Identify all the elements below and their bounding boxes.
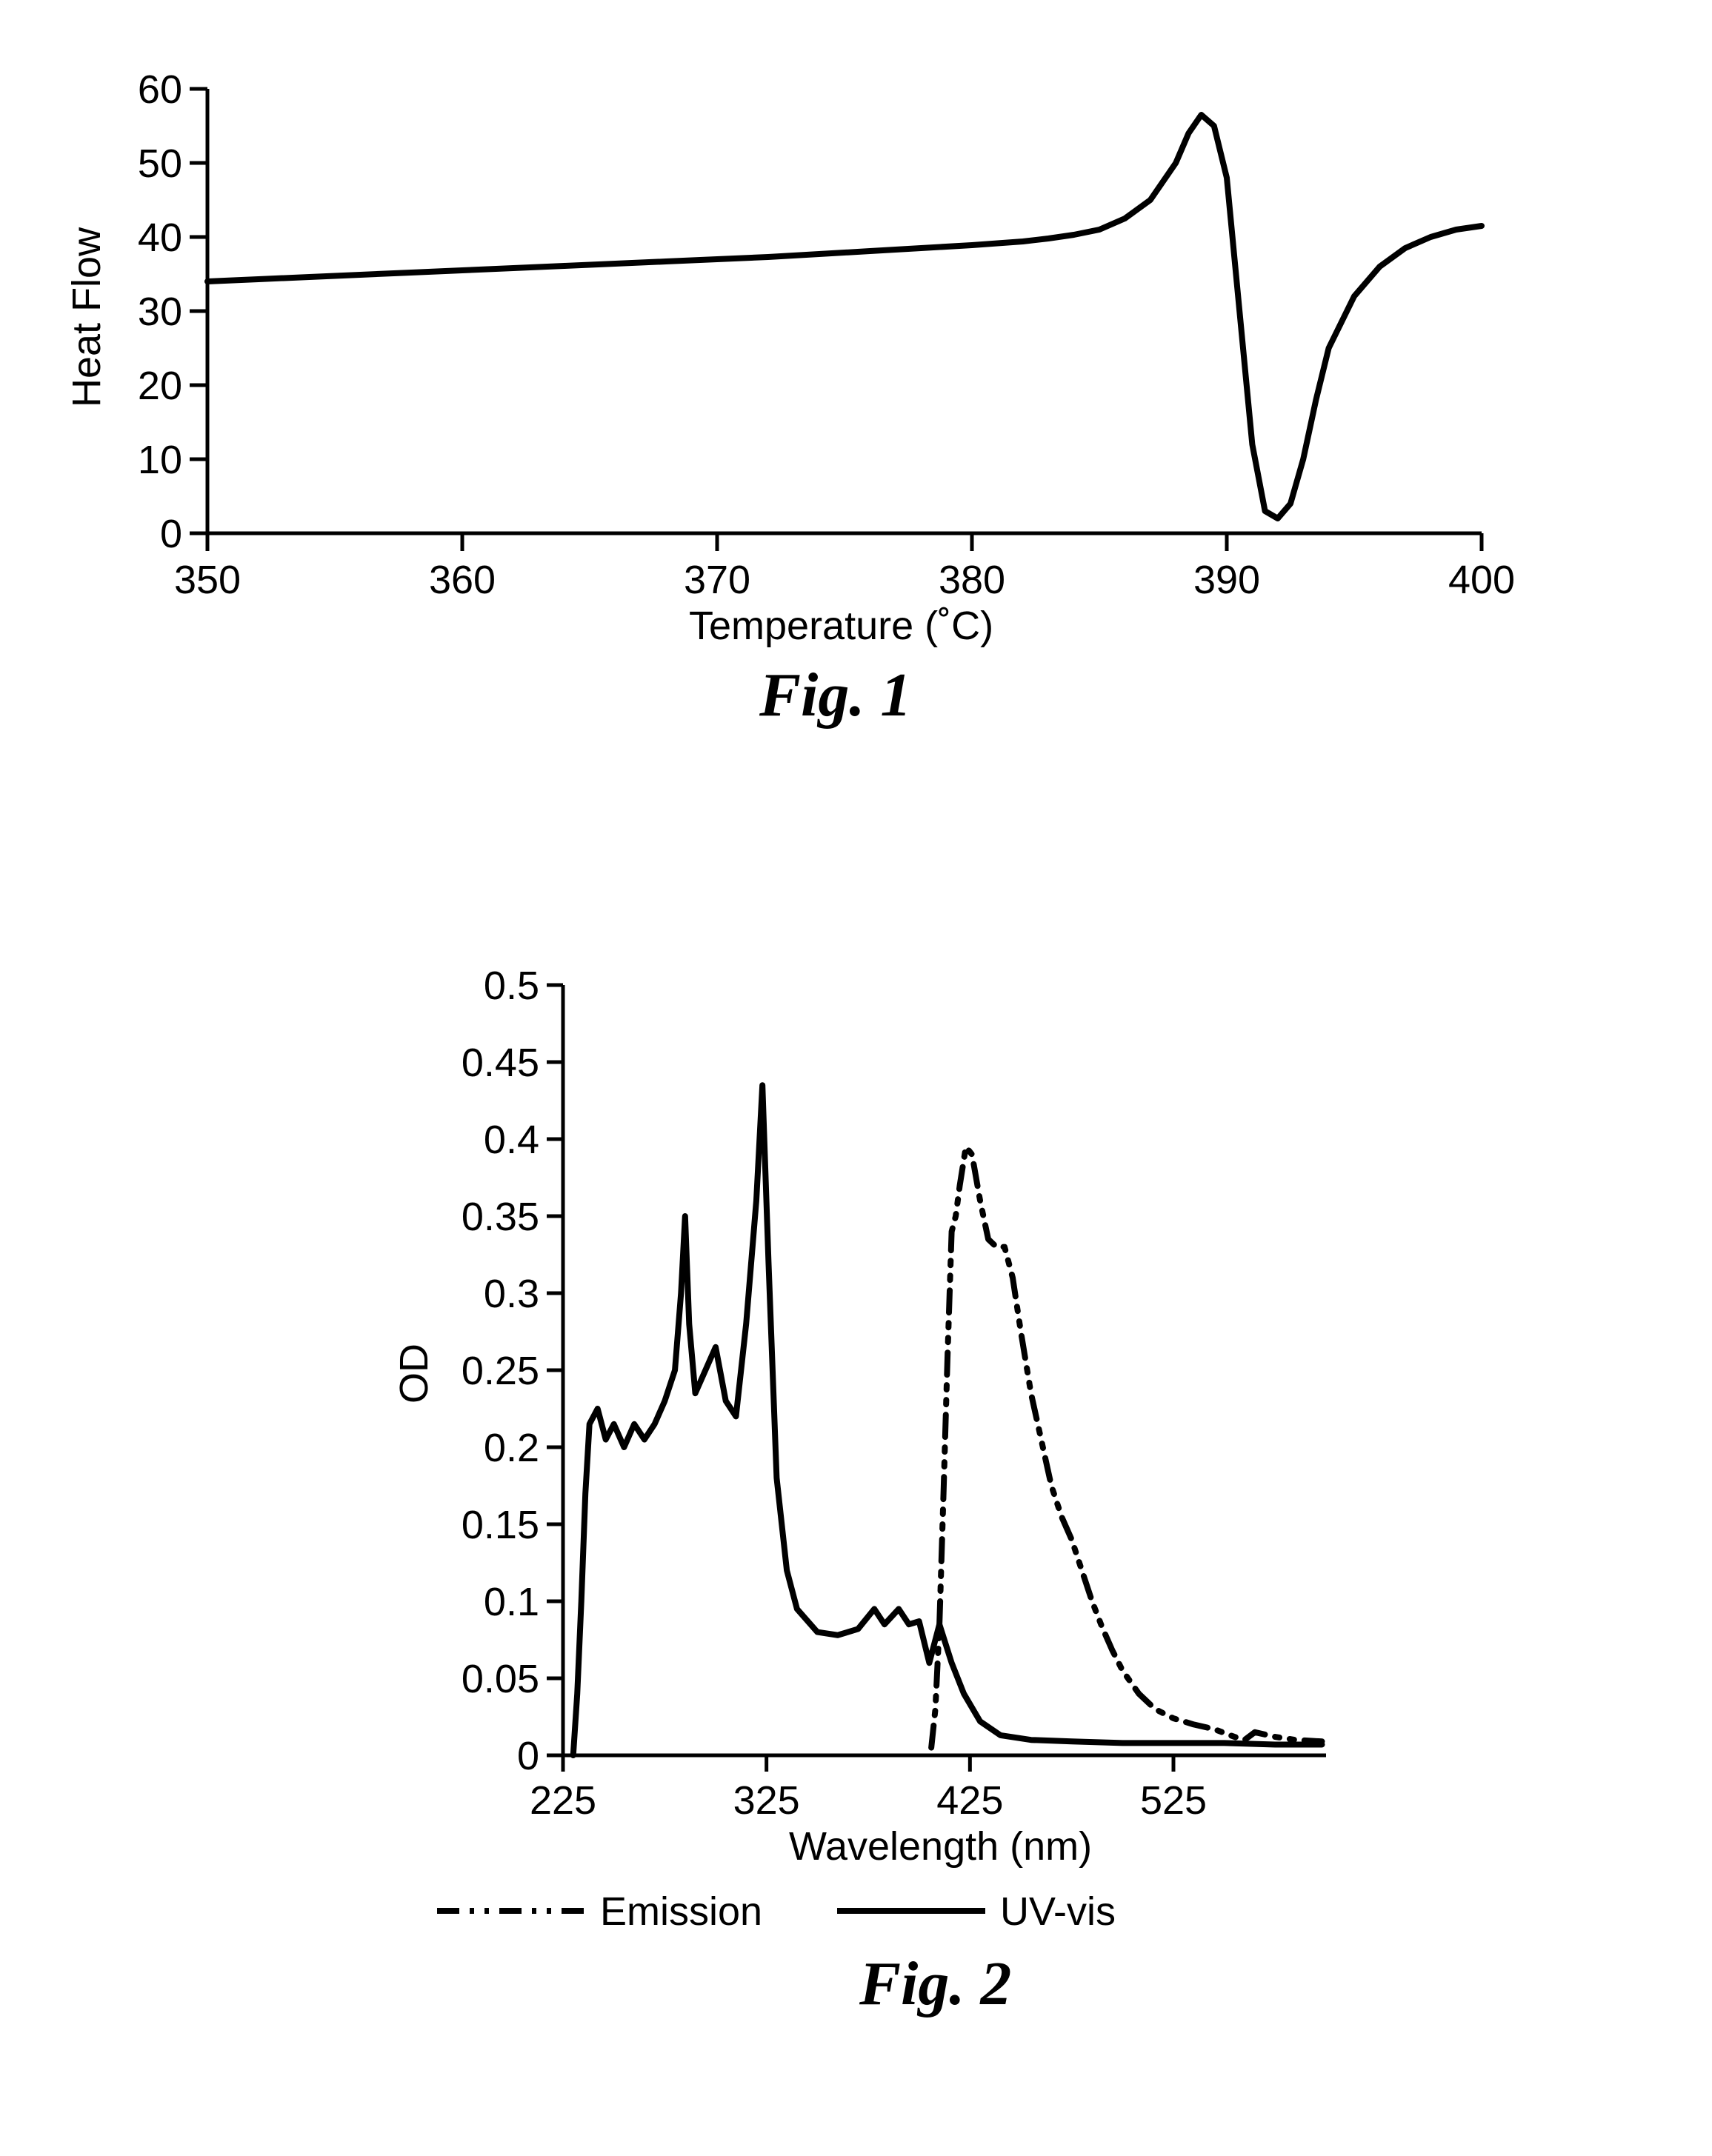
fig2-ytick-label: 0 <box>443 1733 539 1779</box>
fig2-x-axis-label: Wavelength (nm) <box>789 1823 1092 1869</box>
fig2-ytick-label: 0.15 <box>443 1502 539 1548</box>
fig2-ytick-label: 0.25 <box>443 1348 539 1394</box>
fig2-xtick-label: 525 <box>1129 1778 1218 1823</box>
fig2-xtick-label: 325 <box>722 1778 811 1823</box>
fig2-ytick-label: 0.2 <box>443 1425 539 1471</box>
fig2-ytick-label: 0.1 <box>443 1579 539 1625</box>
fig2-ytick-label: 0.3 <box>443 1271 539 1317</box>
fig2-y-axis-label: OD <box>391 1344 437 1404</box>
fig2-xtick-label: 225 <box>519 1778 607 1823</box>
fig2-ytick-label: 0.5 <box>443 963 539 1009</box>
fig1-xtick-label: 400 <box>1437 557 1526 603</box>
fig2-caption: Fig. 2 <box>859 1948 1011 2020</box>
fig2-legend-emission-label: Emission <box>600 1889 762 1935</box>
fig2-plot-svg <box>0 0 1370 1800</box>
fig2-legend-uvvis-label: UV-vis <box>1000 1889 1116 1935</box>
fig2-ytick-label: 0.45 <box>443 1040 539 1086</box>
fig2-xtick-label: 425 <box>925 1778 1014 1823</box>
fig2-legend-emission-line-icon <box>437 1903 585 1918</box>
fig2-ytick-label: 0.4 <box>443 1117 539 1163</box>
fig2-ytick-label: 0.35 <box>443 1194 539 1240</box>
fig2-ytick-label: 0.05 <box>443 1656 539 1702</box>
page: 350360370380390400 0102030405060 Tempera… <box>0 0 1712 2156</box>
figure-2 <box>0 0 1370 1800</box>
fig2-legend-uvvis-line-icon <box>837 1903 985 1918</box>
